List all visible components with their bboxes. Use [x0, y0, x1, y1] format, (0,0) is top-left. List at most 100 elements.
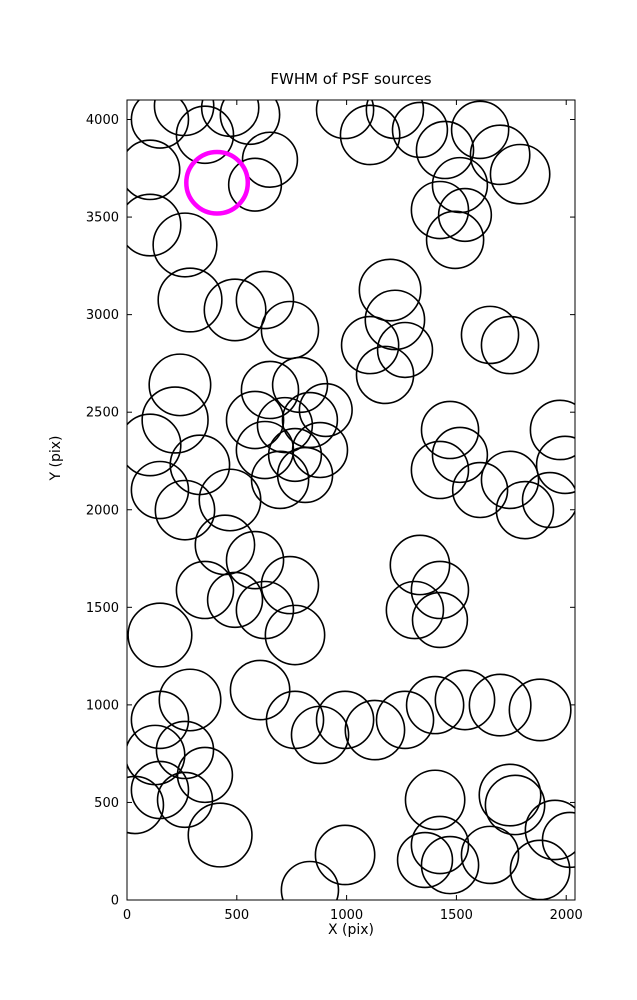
psf-source-circle	[298, 382, 353, 438]
psf-source-circle	[127, 193, 182, 257]
psf-source-circle	[358, 258, 422, 322]
psf-source-circle	[541, 811, 575, 869]
psf-source-circle	[365, 100, 425, 140]
psf-source-circle	[420, 835, 480, 895]
psf-source-circle	[415, 120, 475, 180]
psf-source-circle	[235, 270, 295, 330]
psf-source-circle	[280, 860, 340, 900]
psf-source-circle	[495, 480, 555, 540]
psf-source-circle	[376, 321, 434, 379]
psf-source-circle	[127, 139, 181, 201]
psf-source-circle	[434, 669, 496, 731]
x-tick-label: 500	[224, 908, 249, 923]
psf-source-circle	[152, 212, 218, 278]
y-tick-label: 3500	[86, 211, 119, 226]
psf-source-circle	[235, 580, 295, 640]
psf-circles-group	[127, 100, 575, 900]
psf-source-circle	[535, 435, 575, 495]
psf-source-circle	[260, 300, 320, 360]
psf-source-circle	[451, 461, 509, 519]
psf-source-circle	[169, 434, 231, 496]
y-tick-label: 0	[111, 894, 119, 909]
psf-source-circle	[153, 100, 215, 137]
psf-source-circle	[315, 690, 375, 750]
x-tick-label: 2000	[550, 908, 583, 923]
y-tick-label: 2500	[86, 406, 119, 421]
psf-source-circle	[404, 769, 466, 831]
y-tick-label: 1000	[86, 698, 119, 713]
psf-source-circle	[175, 560, 235, 620]
psf-source-circle	[127, 602, 193, 668]
y-tick-label: 4000	[86, 113, 119, 128]
psf-source-circle	[508, 678, 572, 742]
y-tick-label: 1500	[86, 601, 119, 616]
psf-source-circle	[315, 100, 375, 140]
psf-source-circle	[460, 825, 520, 885]
psf-source-circle	[410, 815, 470, 875]
psf-source-circle	[391, 101, 449, 159]
axes-box	[126, 99, 576, 901]
psf-source-circle	[276, 446, 334, 504]
chart-title: FWHM of PSF sources	[270, 70, 432, 88]
psf-source-circle	[344, 699, 406, 761]
psf-source-circle	[480, 315, 540, 375]
y-tick-label: 500	[94, 796, 119, 811]
psf-source-circle	[340, 315, 400, 375]
psf-source-circle	[130, 690, 190, 750]
psf-source-circle	[267, 427, 323, 483]
psf-source-circle	[194, 514, 256, 576]
psf-source-circle	[240, 360, 300, 420]
psf-source-circle	[130, 460, 190, 520]
psf-source-circle	[410, 180, 470, 240]
y-tick-label: 2000	[86, 503, 119, 518]
psf-source-circle	[291, 421, 349, 479]
psf-source-circle	[420, 400, 480, 460]
psf-source-circle	[127, 775, 165, 835]
psf-source-circle	[468, 673, 532, 737]
psf-source-circle	[385, 580, 445, 640]
psf-source-circle	[203, 278, 267, 342]
psf-source-circle	[225, 390, 285, 450]
psf-source-circle	[405, 675, 465, 735]
highlighted-psf-circle	[184, 149, 251, 216]
psf-source-circle	[410, 560, 470, 620]
psf-source-circle	[229, 659, 291, 721]
psf-source-circle	[524, 799, 575, 861]
psf-source-circle	[206, 571, 264, 629]
psf-source-circle	[155, 720, 215, 780]
psf-source-circle	[521, 471, 575, 529]
psf-source-circle	[219, 100, 281, 146]
psf-source-circle	[375, 690, 435, 750]
x-tick-label: 1500	[440, 908, 473, 923]
psf-source-circle	[437, 187, 493, 243]
psf-source-circle	[241, 131, 299, 188]
x-tick-label: 1000	[330, 908, 363, 923]
psf-source-circle	[431, 426, 489, 484]
psf-source-circle	[225, 530, 285, 590]
psf-source-circle	[158, 668, 222, 732]
psf-source-circle	[176, 746, 234, 804]
psf-source-circle	[484, 774, 546, 836]
x-tick-label: 0	[123, 908, 131, 923]
psf-source-circle	[250, 450, 310, 510]
psf-source-circle	[469, 124, 531, 186]
psf-source-circle	[154, 479, 216, 541]
psf-source-circle	[450, 100, 510, 160]
psf-source-circle	[389, 534, 451, 596]
psf-source-circle	[156, 771, 214, 829]
x-axis-label: X (pix)	[327, 922, 375, 938]
psf-source-circle	[529, 399, 575, 461]
psf-source-circle	[314, 824, 376, 886]
psf-source-circle	[364, 289, 426, 351]
psf-source-circle	[200, 100, 260, 138]
psf-source-circle	[355, 345, 415, 405]
psf-source-circle	[460, 305, 520, 365]
psf-source-circle	[148, 353, 212, 417]
psf-source-circle	[157, 267, 223, 333]
psf-source-circle	[260, 555, 320, 615]
psf-source-circle	[478, 763, 542, 827]
psf-source-circle	[489, 143, 551, 205]
psf-source-circle	[187, 802, 253, 868]
